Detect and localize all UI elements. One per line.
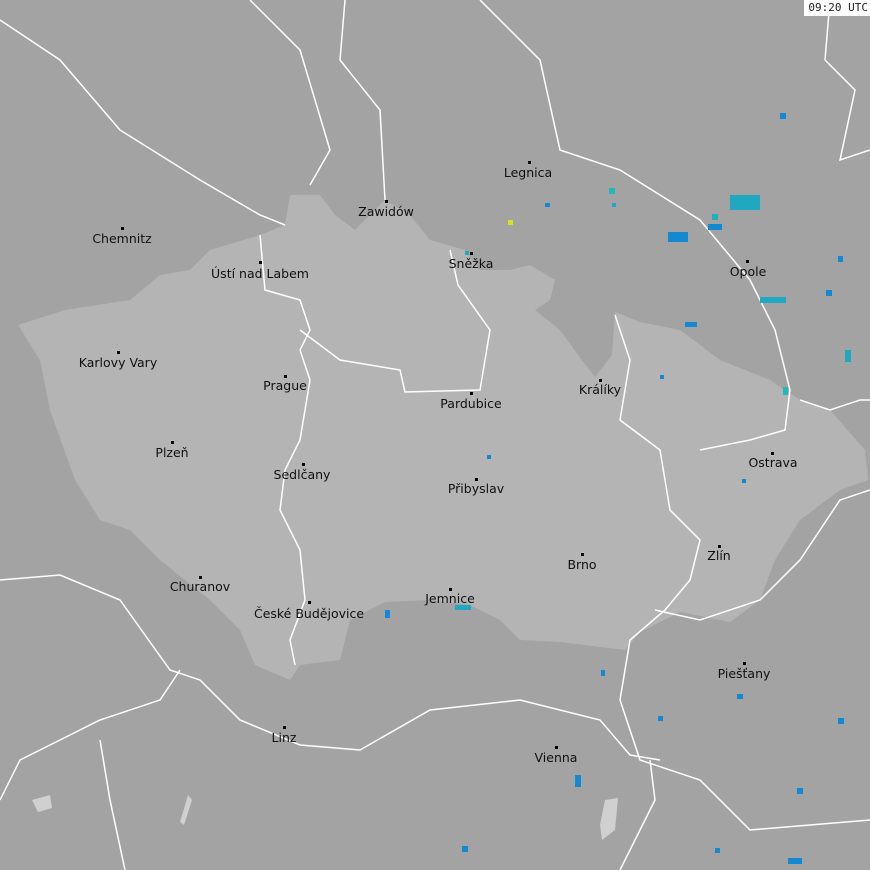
city-label-opole: Opole <box>729 264 767 279</box>
strike-marker <box>742 479 746 483</box>
city-dot <box>555 746 558 749</box>
strike-marker <box>465 251 469 255</box>
strike-marker <box>658 716 663 721</box>
city-label-churanov: Churanov <box>169 579 231 594</box>
city-dot <box>259 261 262 264</box>
city-label-zlin: Zlín <box>707 548 731 563</box>
city-dot <box>171 441 174 444</box>
city-label-karlovy-vary: Karlovy Vary <box>78 355 158 370</box>
city-label-jemnice: Jemnice <box>425 591 475 606</box>
city-label-chemnitz: Chemnitz <box>92 231 152 246</box>
city-dot <box>771 452 774 455</box>
lightning-strikes <box>385 113 851 864</box>
city-dot <box>718 545 721 548</box>
strike-marker <box>668 232 688 242</box>
strike-marker <box>783 387 788 395</box>
city-label-usti-nad-labem: Ústí nad Labem <box>211 266 309 281</box>
city-dot <box>470 392 473 395</box>
city-label-prague: Prague <box>263 378 307 393</box>
city-label-legnica: Legnica <box>503 165 553 180</box>
city-label-vienna: Vienna <box>534 750 578 765</box>
strike-marker <box>601 670 605 676</box>
strike-marker <box>685 322 697 327</box>
city-label-brno: Brno <box>567 557 597 572</box>
city-dot <box>449 588 452 591</box>
strike-marker <box>508 220 513 225</box>
city-dot <box>475 478 478 481</box>
lakes <box>32 795 618 840</box>
strike-marker <box>609 188 615 194</box>
strike-marker <box>780 113 786 119</box>
city-label-plzen: Plzeň <box>155 445 189 460</box>
strike-marker <box>788 858 802 864</box>
timestamp-label: 09:20 UTC <box>804 0 870 16</box>
strike-marker <box>737 694 743 699</box>
city-label-ceske-budejovice: České Budějovice <box>253 606 365 621</box>
city-dot <box>302 463 305 466</box>
strike-marker <box>455 605 471 610</box>
strike-marker <box>838 718 844 724</box>
strike-marker <box>845 350 851 362</box>
city-dot <box>121 227 124 230</box>
city-dot <box>599 379 602 382</box>
strike-marker <box>545 203 550 207</box>
strike-marker <box>760 297 786 303</box>
strike-marker <box>487 455 491 459</box>
city-dot <box>284 375 287 378</box>
city-dot <box>199 576 202 579</box>
strike-marker <box>826 290 832 296</box>
strike-marker <box>712 214 718 220</box>
strike-marker <box>612 203 616 207</box>
city-dot <box>581 553 584 556</box>
city-label-kraliky: Králíky <box>578 382 622 397</box>
city-dot <box>308 601 311 604</box>
strike-marker <box>708 224 722 230</box>
city-label-pardubice: Pardubice <box>440 396 502 411</box>
strike-marker <box>575 775 581 787</box>
city-label-zawidow: Zawidów <box>358 204 414 219</box>
city-dot <box>117 351 120 354</box>
highlighted-region <box>18 195 868 680</box>
city-dot <box>470 252 473 255</box>
strike-marker <box>462 846 468 852</box>
strike-marker <box>797 788 803 794</box>
city-dot <box>283 726 286 729</box>
city-dot <box>528 161 531 164</box>
city-label-snezka: Sněžka <box>448 256 494 271</box>
city-dot <box>385 200 388 203</box>
strike-marker <box>715 848 720 853</box>
city-label-piestany: Piešťany <box>717 666 771 681</box>
city-label-sedlcany: Sedlčany <box>273 467 331 482</box>
strike-marker <box>838 256 843 262</box>
city-label-pribyslav: Přibyslav <box>447 481 505 496</box>
city-label-linz: Linz <box>271 730 297 745</box>
strike-marker <box>730 195 760 210</box>
city-label-ostrava: Ostrava <box>748 455 798 470</box>
city-dot <box>743 662 746 665</box>
strike-marker <box>385 610 390 618</box>
city-dot <box>746 260 749 263</box>
strike-marker <box>660 375 664 379</box>
